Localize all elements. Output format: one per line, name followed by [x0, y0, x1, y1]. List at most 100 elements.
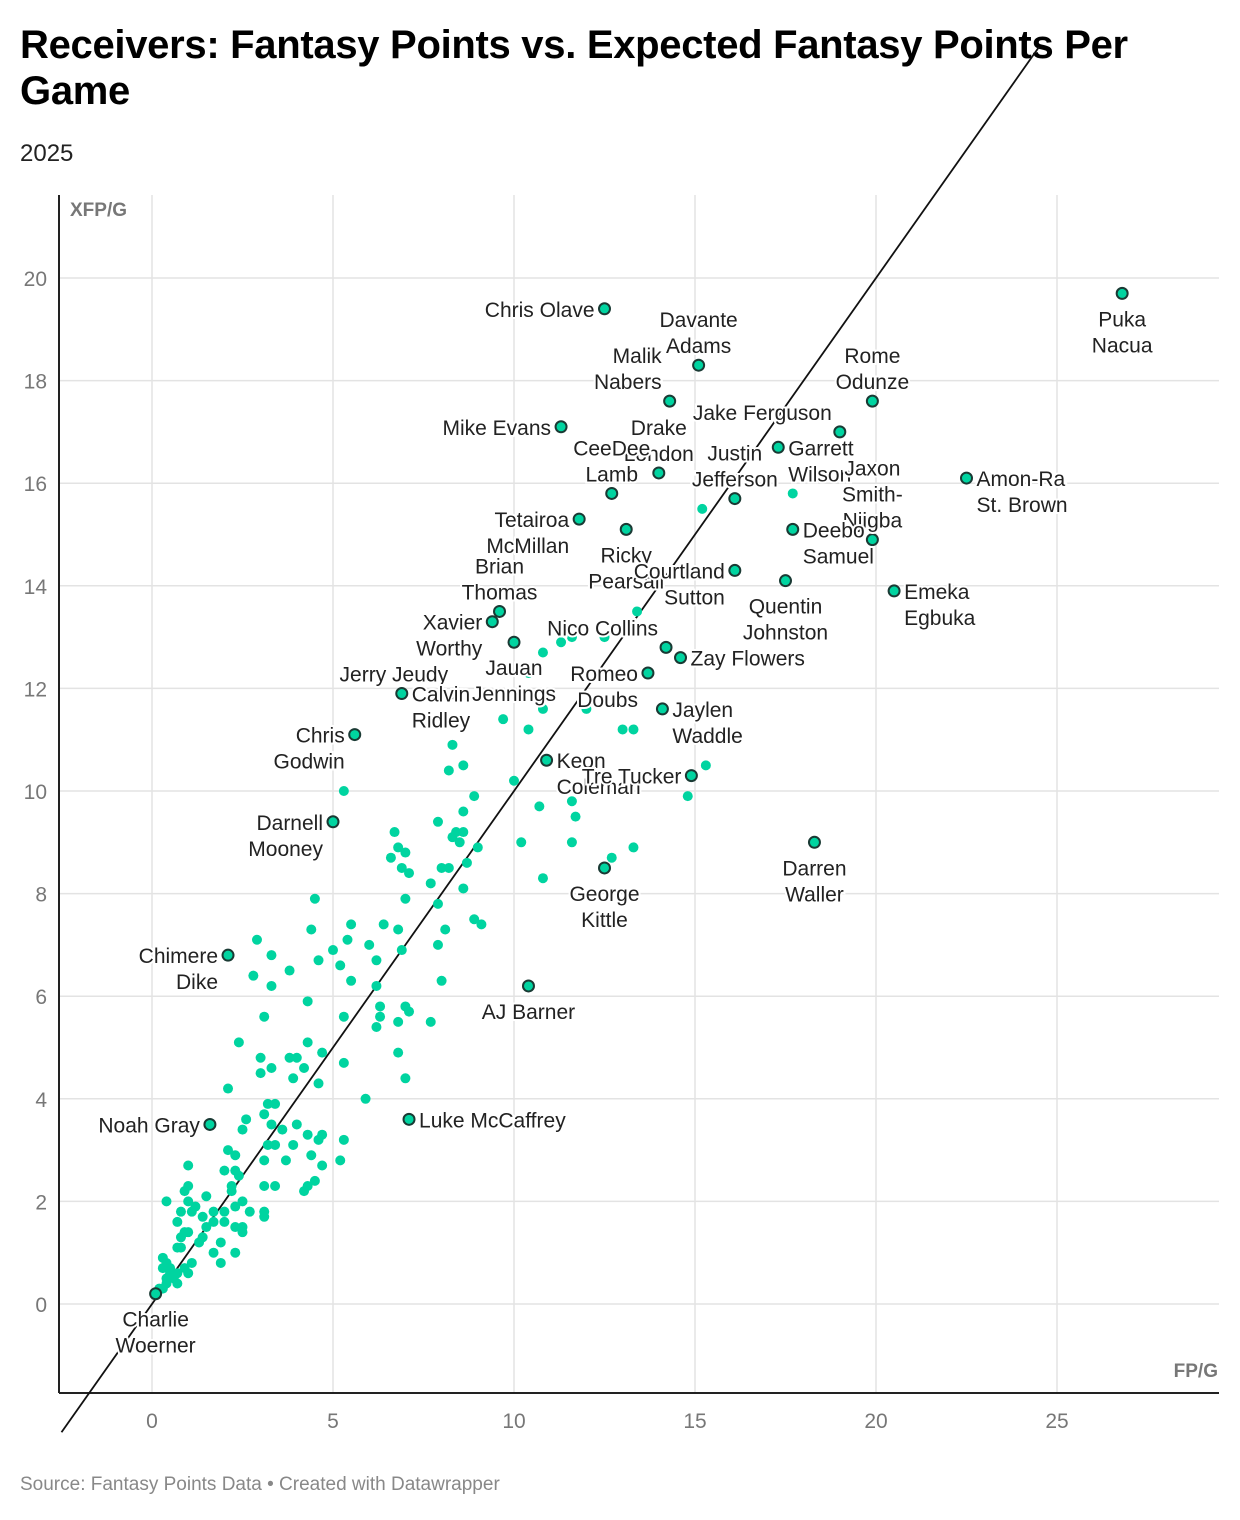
point-label-line: Worthy	[416, 638, 483, 661]
data-point	[556, 637, 567, 648]
data-point	[277, 1124, 288, 1135]
data-point	[570, 811, 581, 822]
point-label-line: Garrett	[788, 437, 854, 460]
point-label-line: Tetairoa	[494, 509, 569, 532]
y-tick-label: 14	[24, 576, 48, 599]
y-axis-label: XFP/G	[70, 200, 127, 221]
point-label-line: Thomas	[462, 581, 538, 604]
x-tick-label: 10	[502, 1410, 525, 1433]
data-point	[617, 724, 628, 735]
point-label: Jaylen Waddle	[672, 699, 742, 748]
data-point	[516, 837, 527, 848]
data-point	[787, 488, 798, 499]
data-point	[302, 1129, 313, 1140]
point-label: Noah Gray	[98, 1114, 200, 1137]
data-point	[509, 775, 519, 786]
data-point	[208, 1216, 219, 1227]
point-label-line: Waller	[785, 883, 844, 906]
data-point	[237, 1124, 248, 1135]
point-label-line: Lamb	[585, 463, 638, 486]
gridlines	[59, 195, 1219, 1393]
data-point	[219, 1165, 230, 1176]
point-label-line: Jaxon	[844, 458, 900, 481]
data-point	[432, 939, 443, 950]
point-label-line: Brian	[475, 555, 524, 578]
point-label-line: Mooney	[248, 838, 323, 861]
point-label-line: Quentin	[749, 596, 823, 619]
point-label-line: Courtland	[634, 560, 725, 583]
data-point	[566, 632, 577, 643]
data-point	[183, 1227, 194, 1238]
data-point	[255, 1068, 266, 1079]
point-labels-group: Puka Nacua Chris Olave Davante Adams Rome Odun…	[96, 297, 1154, 1360]
point-label-line: Kittle	[581, 909, 628, 932]
point-label-line: Waddle	[672, 725, 742, 748]
data-point	[259, 1155, 270, 1166]
highlighted-point	[728, 492, 742, 506]
x-tick-label: 25	[1045, 1410, 1068, 1433]
scatter-plot: 0 2 4 6 8 10 12 14 16 18 20 0 5 10 15 20 25 Puka Nacua Chr…	[24, 46, 1219, 1433]
data-point	[244, 1206, 255, 1217]
point-label-line: Nacua	[1092, 334, 1153, 357]
data-point	[338, 1057, 349, 1068]
reference-line-group	[60, 46, 1040, 1433]
point-label-line: Coleman	[557, 776, 641, 799]
point-label-line: St. Brown	[977, 494, 1068, 517]
highlighted-point	[605, 486, 619, 500]
data-point	[230, 1201, 241, 1212]
point-label-line: Malik	[613, 345, 663, 368]
data-point	[262, 1139, 273, 1150]
x-tick-label: 20	[864, 1410, 887, 1433]
data-point	[288, 1139, 299, 1150]
highlighted-point	[203, 1117, 217, 1131]
point-label: Jauan Jennings	[472, 657, 556, 706]
point-label-line: Wilson	[788, 463, 851, 486]
data-point	[447, 739, 458, 750]
data-point	[219, 1206, 230, 1217]
highlighted-point	[485, 615, 499, 629]
data-point	[230, 1247, 241, 1258]
point-label-line: London	[624, 443, 694, 466]
data-point	[183, 1268, 194, 1279]
x-tick-label: 0	[146, 1410, 158, 1433]
data-point	[393, 924, 404, 935]
data-point	[447, 832, 458, 843]
point-label: AJ Barner	[482, 1001, 575, 1024]
data-point	[566, 837, 577, 848]
point-label-line: Deebo	[803, 519, 865, 542]
data-point	[309, 893, 320, 904]
point-label-line: Romeo	[570, 663, 638, 686]
highlighted-point	[779, 574, 792, 588]
highlighted-point	[598, 861, 611, 875]
data-point	[194, 1237, 205, 1248]
highlighted-point	[771, 440, 785, 454]
highlighted-point	[1115, 286, 1129, 300]
data-point	[175, 1206, 186, 1217]
data-point	[432, 816, 443, 827]
data-point	[566, 796, 577, 807]
highlighted-point	[786, 522, 800, 536]
point-label-line: Jake Ferguson	[693, 402, 832, 425]
axes: 0 2 4 6 8 10 12 14 16 18 20 0 5 10 15 20 25	[24, 195, 1219, 1433]
data-point	[313, 955, 324, 966]
point-label-line: Nico Collins	[547, 617, 658, 640]
data-point	[259, 1109, 270, 1120]
data-point	[280, 1155, 291, 1166]
highlighted-point	[507, 635, 521, 649]
point-label-line: Smith-	[842, 484, 903, 507]
point-label: Zay Flowers	[691, 648, 805, 671]
highlighted-point	[598, 302, 611, 316]
data-point	[378, 919, 389, 930]
point-label: Darnell Mooney	[248, 812, 323, 861]
data-point	[371, 1021, 382, 1032]
data-point	[389, 827, 400, 838]
point-label-line: Puka	[1098, 308, 1146, 331]
data-point	[172, 1242, 183, 1253]
data-point	[208, 1206, 219, 1217]
data-point	[259, 1011, 270, 1022]
x-axis-label: FP/G	[1174, 1361, 1218, 1382]
point-label: Amon-Ra St. Brown	[977, 468, 1068, 517]
y-tick-label: 8	[35, 884, 47, 907]
highlighted-point	[692, 358, 706, 372]
point-label: Chris Godwin	[274, 725, 345, 774]
